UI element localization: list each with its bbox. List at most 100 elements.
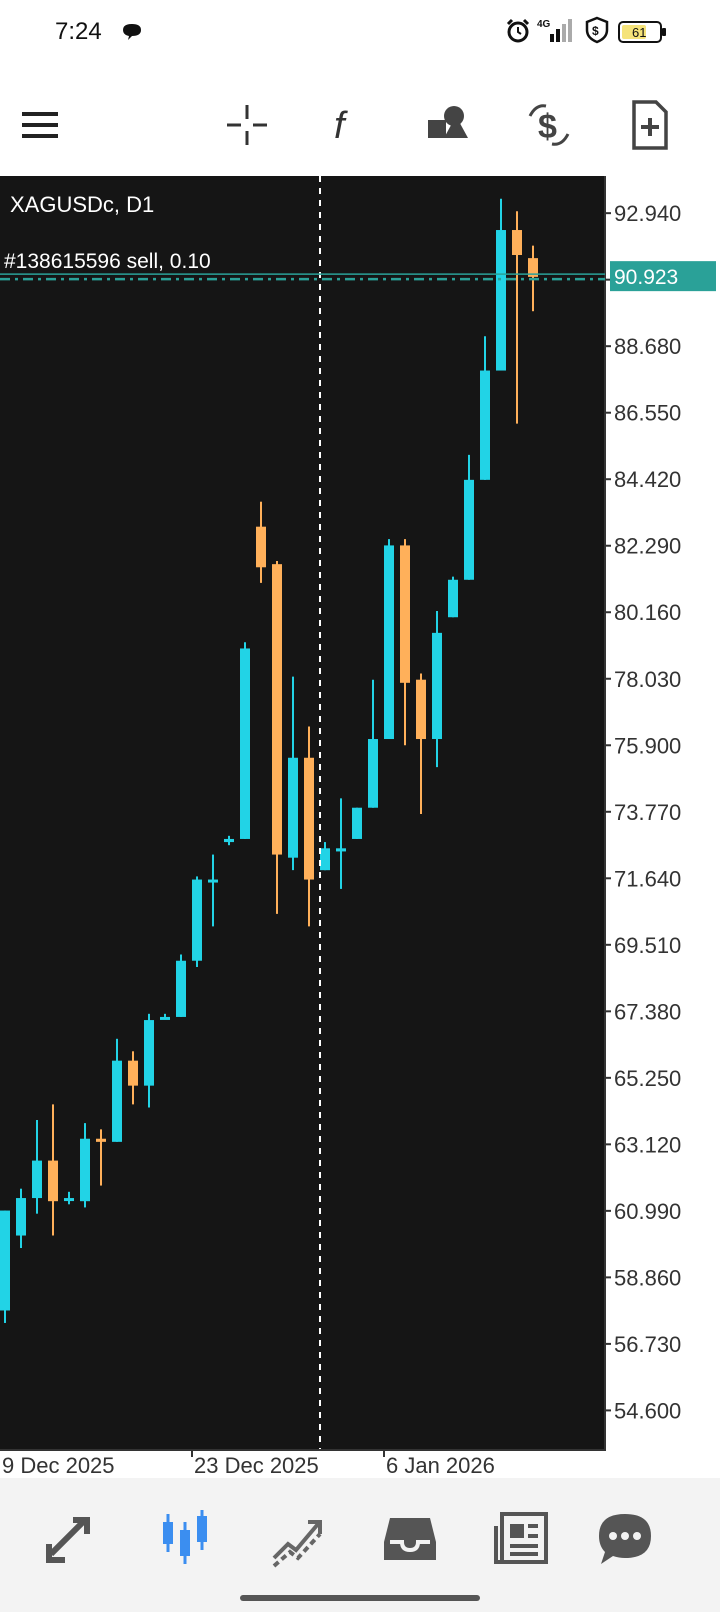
bear-candle — [256, 501, 266, 583]
candle-body — [400, 545, 410, 683]
trade-icon[interactable] — [268, 1508, 328, 1568]
history-icon[interactable] — [380, 1508, 440, 1568]
candle-body — [32, 1160, 42, 1199]
chart-toolbar: f $ — [0, 70, 720, 175]
candle-body — [416, 679, 426, 740]
bear-candle — [272, 561, 282, 914]
price-axis — [605, 176, 720, 1451]
chart-icon[interactable] — [155, 1508, 215, 1568]
bull-candle — [432, 610, 442, 768]
y-tick-label: 56.730 — [614, 1332, 681, 1357]
y-tick-label: 84.420 — [614, 467, 681, 492]
candle-body — [432, 632, 442, 740]
bull-candle — [320, 842, 330, 871]
bull-candle — [336, 798, 346, 889]
candle-body — [128, 1060, 138, 1086]
bull-candle — [224, 835, 234, 846]
status-bar: 7:24 4G $ 61 — [0, 0, 720, 70]
price-chart[interactable]: 92.94090.81088.68086.55084.42082.29080.1… — [0, 176, 720, 1451]
y-tick-label: 60.990 — [614, 1199, 681, 1224]
x-axis: 9 Dec 2025 23 Dec 2025 6 Jan 2026 — [2, 1451, 495, 1478]
battery-icon: 61 — [618, 21, 666, 43]
bear-candle — [304, 726, 314, 927]
y-tick-label: 73.770 — [614, 800, 681, 825]
bull-candle — [16, 1188, 26, 1249]
bull-candle — [208, 854, 218, 927]
status-time: 7:24 — [55, 18, 102, 45]
bear-candle — [96, 1129, 106, 1186]
candle-body — [496, 230, 506, 371]
y-tick-label: 63.120 — [614, 1132, 681, 1157]
home-indicator[interactable] — [240, 1595, 480, 1601]
candle-body — [480, 370, 490, 480]
bull-candle — [368, 679, 378, 808]
candle-body — [352, 807, 362, 839]
y-tick-label: 58.860 — [614, 1265, 681, 1290]
battery-level: 61 — [632, 25, 646, 40]
candle-body — [368, 739, 378, 808]
y-tick-label: 86.550 — [614, 401, 681, 426]
candle-body — [64, 1198, 74, 1202]
candle-body — [384, 545, 394, 740]
y-tick-label: 88.680 — [614, 334, 681, 359]
y-tick-label: 71.640 — [614, 866, 681, 891]
news-icon[interactable] — [492, 1508, 552, 1568]
menu-icon[interactable] — [14, 98, 68, 152]
candle-body — [256, 526, 266, 568]
network-label: 4G — [537, 19, 551, 30]
candle-body — [48, 1160, 58, 1202]
bear-candle — [128, 1051, 138, 1105]
bull-candle — [160, 1013, 170, 1020]
candle-body — [464, 479, 474, 580]
current-price-value: 90.923 — [614, 266, 678, 289]
chart-background — [0, 176, 605, 1451]
bear-candle — [512, 211, 522, 424]
candle-body — [528, 258, 538, 277]
candle-body — [240, 648, 250, 839]
candle-body — [512, 230, 522, 256]
messages-icon[interactable] — [595, 1508, 655, 1568]
bull-candle — [288, 676, 298, 871]
candle-body — [320, 848, 330, 871]
bull-candle — [0, 1210, 10, 1323]
bottom-navigation — [0, 1478, 720, 1612]
svg-text:f: f — [334, 105, 348, 147]
new-order-icon[interactable] — [622, 98, 676, 152]
bull-candle — [448, 576, 458, 618]
bull-candle — [176, 954, 186, 1017]
chat-bubble-icon — [123, 24, 141, 40]
bull-candle — [480, 336, 490, 480]
bull-candle — [192, 876, 202, 967]
y-tick-label: 78.030 — [614, 667, 681, 692]
candle-body — [144, 1020, 154, 1086]
shapes-icon[interactable] — [422, 98, 476, 152]
bull-candle — [112, 1038, 122, 1142]
candle-body — [160, 1016, 170, 1020]
y-tick-label: 80.160 — [614, 600, 681, 625]
x-tick-label: 6 Jan 2026 — [386, 1453, 495, 1478]
function-icon[interactable]: f — [320, 98, 374, 152]
y-tick-label: 67.380 — [614, 999, 681, 1024]
bear-candle — [400, 539, 410, 746]
order-label: #138615596 sell, 0.10 — [4, 250, 211, 273]
candlestick-chart[interactable]: 92.94090.81088.68086.55084.42082.29080.1… — [0, 176, 720, 1451]
vpn-shield-icon: $ — [585, 16, 609, 44]
x-tick-label: 9 Dec 2025 — [2, 1453, 115, 1478]
bull-candle — [80, 1123, 90, 1208]
bull-candle — [384, 539, 394, 740]
svg-text:$: $ — [538, 108, 557, 146]
candle-body — [288, 757, 298, 858]
bull-candle — [464, 454, 474, 580]
candle-body — [0, 1210, 10, 1311]
candle-body — [112, 1060, 122, 1142]
candle-body — [176, 960, 186, 1017]
y-tick-label: 92.940 — [614, 201, 681, 226]
candles — [0, 198, 538, 1323]
quotes-icon[interactable] — [43, 1508, 103, 1568]
y-tick-label: 82.290 — [614, 534, 681, 559]
trade-dollar-icon[interactable]: $ — [522, 98, 576, 152]
y-tick-label: 65.250 — [614, 1066, 681, 1091]
symbol-label: XAGUSDc, D1 — [10, 192, 154, 217]
bull-candle — [496, 198, 506, 371]
crosshair-icon[interactable] — [220, 98, 274, 152]
